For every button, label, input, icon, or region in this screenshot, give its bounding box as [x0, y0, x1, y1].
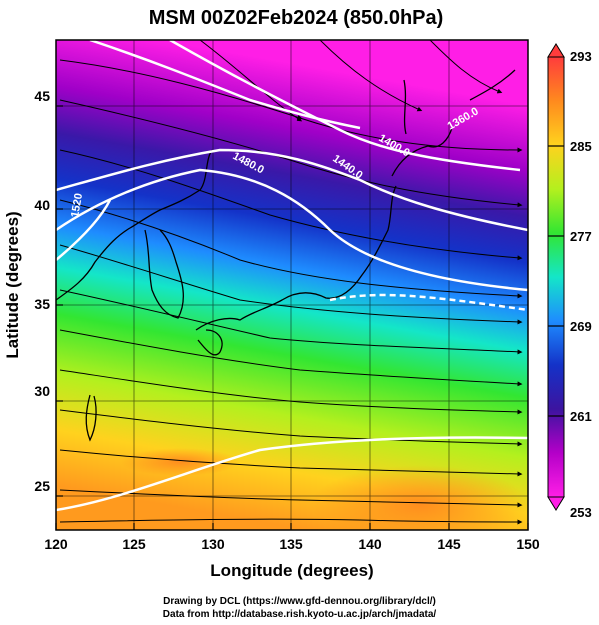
- figure-title: MSM 00Z02Feb2024 (850.0hPa): [149, 7, 444, 29]
- japan-kyushu: [197, 329, 223, 356]
- x-tick-130: 130: [201, 536, 225, 552]
- plot-frame: [55, 39, 529, 531]
- colorbar-tick-253: 253: [570, 505, 592, 520]
- x-tick-marks: [55, 523, 529, 530]
- warm-region-west: [120, 448, 240, 476]
- warm-region-east: [310, 465, 528, 530]
- x-axis-label: Longitude (degrees): [210, 561, 373, 580]
- x-tick-labels: 120 125 130 135 140 145 150: [44, 536, 540, 552]
- coastlines: [56, 69, 516, 442]
- contour-1480: [56, 168, 528, 292]
- plot-area: 1480.0 1440.0 1400.0 1360.0 1520: [56, 40, 528, 530]
- colorbar-tick-labels: 293 285 277 269 261 253: [570, 49, 592, 520]
- y-tick-45: 45: [34, 88, 50, 104]
- y-tick-40: 40: [34, 197, 50, 213]
- contour-dashed: [329, 293, 528, 312]
- x-tick-135: 135: [279, 536, 303, 552]
- y-axis-label: Latitude (degrees): [3, 211, 22, 358]
- credit-drawing: Drawing by DCL (https://www.gfd-dennou.o…: [163, 596, 436, 607]
- colorbar-top-arrow: [547, 43, 565, 58]
- colorbar-tick-277: 277: [570, 229, 592, 244]
- streamlines: [59, 40, 523, 525]
- y-tick-labels: 25 30 35 40 45: [34, 88, 50, 494]
- colorbar-tick-293: 293: [570, 49, 592, 64]
- contour-south: [56, 436, 528, 512]
- colorbar-bottom-arrow: [547, 496, 565, 511]
- colorbar-tick-269: 269: [570, 319, 592, 334]
- x-tick-140: 140: [358, 536, 382, 552]
- contour-1440: [56, 148, 528, 232]
- colorbar: 293 285 277 269 261 253: [547, 43, 592, 520]
- y-tick-25: 25: [34, 478, 50, 494]
- colorbar-scale: [547, 56, 565, 498]
- colorbar-tick-261: 261: [570, 409, 592, 424]
- height-contours: [56, 40, 528, 512]
- contour-1520: [56, 199, 112, 261]
- mainland-coast: [56, 149, 213, 301]
- y-tick-30: 30: [34, 383, 50, 399]
- taiwan: [85, 394, 97, 442]
- x-tick-150: 150: [516, 536, 540, 552]
- y-tick-marks: [56, 105, 63, 497]
- y-tick-35: 35: [34, 296, 50, 312]
- colorbar-tick-285: 285: [570, 139, 592, 154]
- x-tick-145: 145: [437, 536, 461, 552]
- japan-honshu: [195, 185, 397, 331]
- x-tick-125: 125: [122, 536, 146, 552]
- contour-label-1520: 1520: [69, 192, 85, 218]
- credit-data: Data from http://database.rish.kyoto-u.a…: [162, 609, 437, 620]
- x-tick-120: 120: [44, 536, 68, 552]
- contour-1400: [169, 40, 521, 172]
- kuril-islands: [469, 69, 516, 101]
